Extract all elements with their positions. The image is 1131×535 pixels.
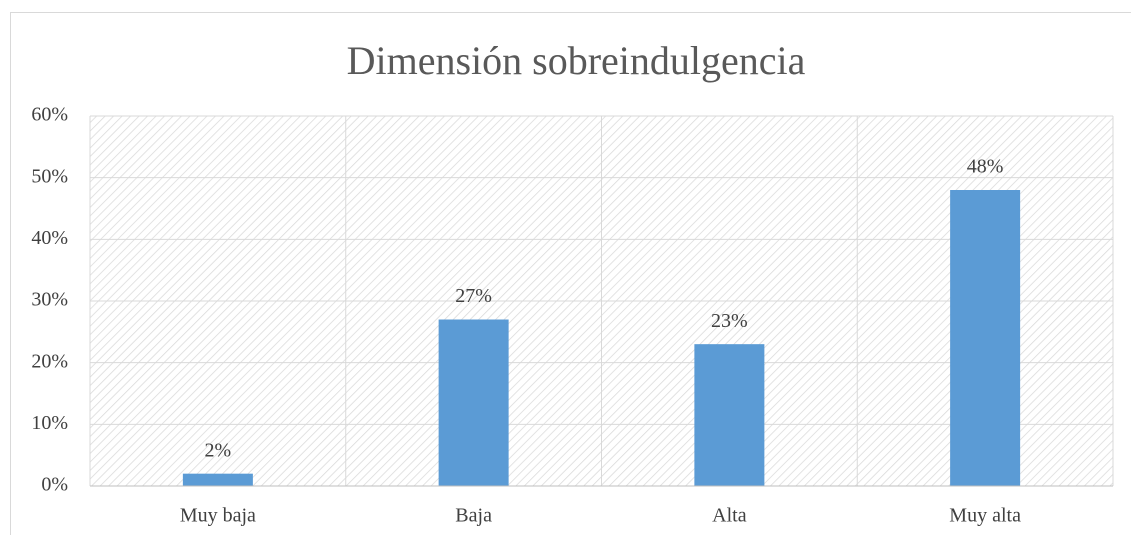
y-tick-label: 60% (31, 104, 68, 126)
bar (182, 473, 253, 486)
x-tick-label: Alta (712, 505, 747, 527)
y-tick-label: 50% (31, 165, 68, 187)
chart-frame (10, 12, 1131, 535)
x-tick-label: Muy alta (949, 505, 1021, 527)
data-label: 2% (205, 439, 232, 461)
x-tick-label: Baja (455, 505, 492, 527)
data-label: 23% (711, 310, 748, 332)
y-tick-label: 30% (31, 289, 68, 311)
bar (438, 319, 509, 486)
y-tick-label: 0% (41, 474, 68, 496)
bar (950, 190, 1021, 486)
x-tick-label: Muy baja (180, 505, 256, 527)
y-tick-label: 10% (31, 412, 68, 434)
y-tick-label: 20% (31, 350, 68, 372)
chart-title: Dimensión sobreindulgencia (347, 38, 806, 83)
data-label: 27% (455, 285, 492, 307)
bar (694, 344, 765, 486)
data-label: 48% (967, 156, 1004, 178)
y-tick-label: 40% (31, 227, 68, 249)
